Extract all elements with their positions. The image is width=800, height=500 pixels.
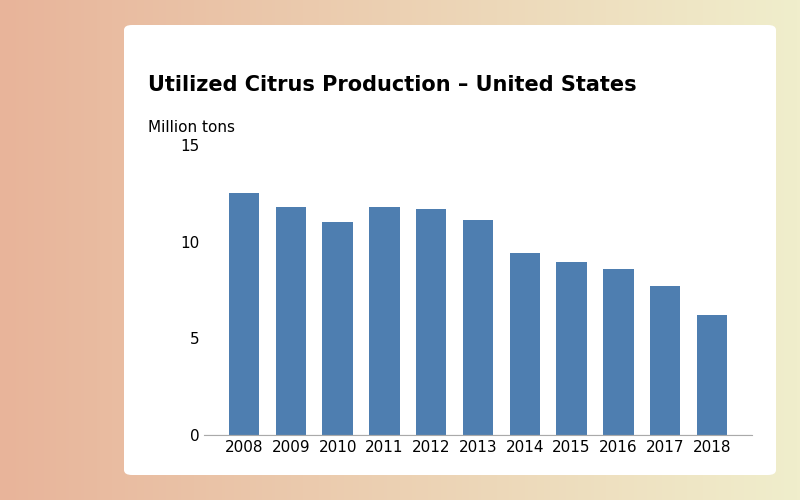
Bar: [697, 315, 727, 435]
Text: Million tons: Million tons: [148, 120, 235, 135]
Bar: [462, 220, 494, 435]
Bar: [416, 209, 446, 435]
Bar: [603, 268, 634, 435]
Bar: [276, 207, 306, 435]
Bar: [229, 194, 259, 435]
Text: Utilized Citrus Production – United States: Utilized Citrus Production – United Stat…: [148, 75, 637, 95]
Bar: [650, 286, 680, 435]
Bar: [556, 262, 586, 435]
Bar: [510, 254, 540, 435]
Bar: [322, 222, 353, 435]
Bar: [370, 207, 400, 435]
FancyBboxPatch shape: [124, 25, 776, 475]
